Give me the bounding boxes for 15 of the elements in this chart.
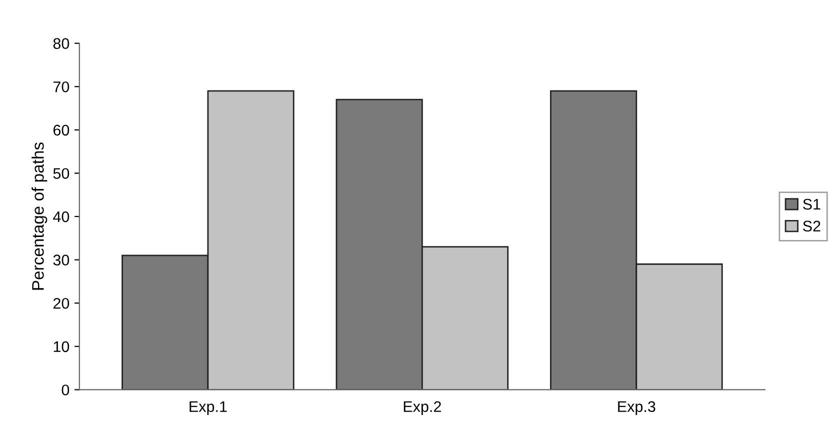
y-tick-label: 50 [53, 168, 70, 179]
x-tick-label: Exp.2 [404, 401, 441, 416]
x-tick-label: Exp.3 [618, 401, 656, 416]
x-tick-label: Exp.1 [190, 401, 227, 416]
legend-label: S2 [803, 220, 820, 232]
y-tick-label: 10 [54, 341, 70, 352]
y-tick-label: 80 [53, 38, 70, 49]
y-tick-label: 70 [53, 81, 70, 92]
y-tick-label: 40 [53, 211, 70, 222]
y-tick-label: 0 [62, 384, 70, 396]
y-tick-label: 20 [53, 298, 70, 309]
y-tick-label: 60 [53, 124, 70, 136]
y-axis-title: Percentage of paths [32, 142, 48, 290]
legend-label: S1 [803, 198, 820, 210]
y-tick-label: 30 [53, 254, 70, 266]
